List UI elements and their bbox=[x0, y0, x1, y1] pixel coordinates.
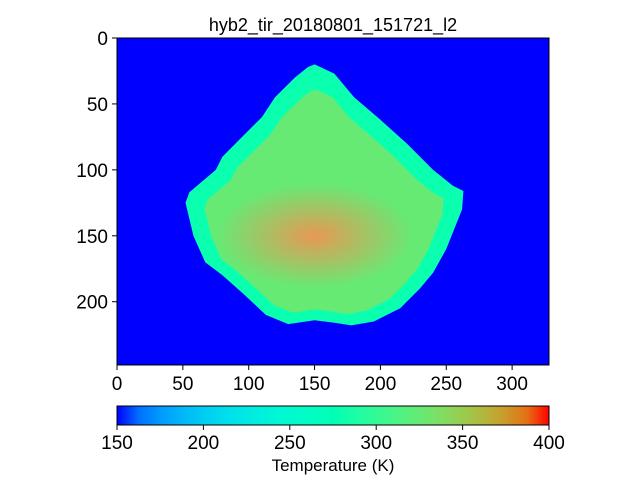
asteroid-hot-zone bbox=[215, 183, 414, 289]
x-tick-label: 100 bbox=[233, 374, 265, 395]
colorbar-ticks: 150 200 250 300 350 400 bbox=[101, 425, 565, 454]
colorbar-tick-label: 250 bbox=[274, 433, 306, 454]
y-tick-label: 150 bbox=[76, 227, 108, 248]
chart-title: hyb2_tir_20180801_151721_l2 bbox=[209, 15, 457, 36]
y-tick-label: 0 bbox=[97, 29, 108, 50]
colorbar-label: Temperature (K) bbox=[272, 456, 395, 475]
x-axis: 0 50 100 150 200 250 300 bbox=[112, 365, 528, 395]
colorbar-tick-label: 400 bbox=[533, 433, 565, 454]
y-axis: 0 50 100 150 200 bbox=[76, 29, 117, 314]
x-tick-label: 150 bbox=[299, 374, 331, 395]
asteroid-image bbox=[185, 64, 464, 326]
colorbar-scale bbox=[116, 405, 550, 426]
colorbar-tick-label: 150 bbox=[101, 433, 133, 454]
x-tick-label: 200 bbox=[365, 374, 397, 395]
colorbar: 150 200 250 300 350 400 Temperature (K) bbox=[101, 405, 565, 475]
x-tick-label: 0 bbox=[112, 374, 123, 395]
y-tick-label: 50 bbox=[87, 95, 108, 116]
y-tick-label: 100 bbox=[76, 161, 108, 182]
plot-frame bbox=[116, 37, 550, 366]
plot-area bbox=[117, 38, 549, 365]
colorbar-tick-label: 200 bbox=[188, 433, 220, 454]
colorbar-tick-label: 350 bbox=[447, 433, 479, 454]
y-tick-label: 200 bbox=[76, 293, 108, 314]
x-tick-label: 300 bbox=[496, 374, 528, 395]
colorbar-tick-label: 300 bbox=[360, 433, 392, 454]
x-tick-label: 250 bbox=[430, 374, 462, 395]
x-tick-label: 50 bbox=[172, 374, 193, 395]
